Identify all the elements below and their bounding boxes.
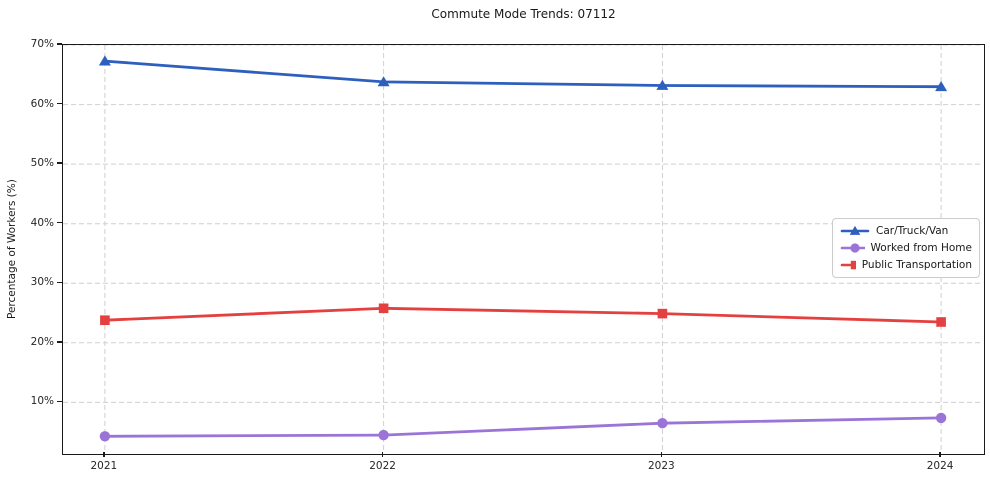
legend-triangle-marker-icon xyxy=(840,225,870,235)
x-tick-mark xyxy=(103,452,105,457)
y-tick-mark xyxy=(57,221,62,224)
y-tick-mark xyxy=(57,400,62,403)
y-tick-mark xyxy=(57,281,62,283)
x-tick-label: 2024 xyxy=(926,460,954,472)
x-tick-mark xyxy=(939,452,941,457)
y-tick-label: 60% xyxy=(30,97,54,110)
legend-entry: Car/Truck/Van xyxy=(840,224,972,238)
legend-entry: Public Transportation xyxy=(840,258,972,272)
x-tick-mark xyxy=(381,452,384,457)
y-tick-label: 20% xyxy=(30,335,54,348)
x-tick-label: 2022 xyxy=(369,460,396,472)
legend-entry-label: Worked from Home xyxy=(870,241,972,254)
y-tick-label: 50% xyxy=(30,157,54,170)
y-tick-mark xyxy=(57,102,62,105)
plot-svg xyxy=(63,45,983,453)
legend-entry-label: Car/Truck/Van xyxy=(876,224,949,237)
y-tick-label: 10% xyxy=(30,395,54,408)
x-tick-mark xyxy=(660,452,663,457)
legend: Car/Truck/Van Worked from Home Public Tran… xyxy=(832,218,980,278)
legend-square-marker-icon xyxy=(840,261,856,270)
legend-circle-marker-icon xyxy=(840,243,865,253)
y-tick-mark xyxy=(57,341,62,343)
y-tick-label: 70% xyxy=(30,38,54,50)
chart-title: Commute Mode Trends: 07112 xyxy=(431,7,616,21)
y-tick-label: 30% xyxy=(30,276,54,289)
y-tick-label: 40% xyxy=(30,216,54,229)
y-tick-mark xyxy=(57,43,62,45)
legend-entry: Worked from Home xyxy=(840,241,972,255)
x-tick-label: 2023 xyxy=(648,460,675,472)
plot-area xyxy=(62,44,985,455)
legend-entry-label: Public Transportation xyxy=(861,259,972,272)
y-tick-mark xyxy=(57,162,62,164)
x-tick-label: 2021 xyxy=(90,460,118,472)
